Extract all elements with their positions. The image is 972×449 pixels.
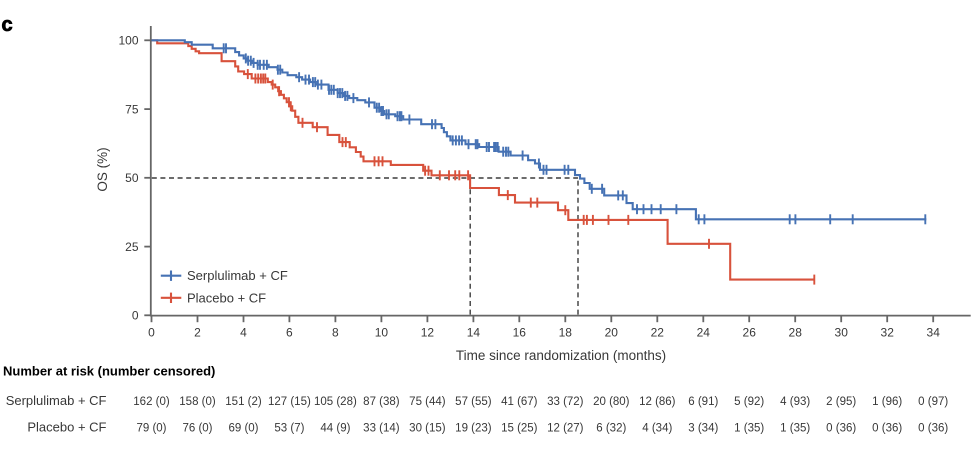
svg-text:20: 20 bbox=[605, 325, 619, 339]
svg-text:Number at risk (number censore: Number at risk (number censored) bbox=[3, 363, 215, 378]
svg-text:10: 10 bbox=[375, 325, 389, 339]
svg-text:32: 32 bbox=[881, 325, 895, 339]
svg-text:75 (44): 75 (44) bbox=[409, 396, 446, 408]
svg-text:0: 0 bbox=[148, 325, 155, 339]
svg-text:22: 22 bbox=[651, 325, 665, 339]
svg-text:69 (0): 69 (0) bbox=[228, 423, 258, 435]
svg-text:12 (86): 12 (86) bbox=[639, 396, 676, 408]
svg-text:3 (34): 3 (34) bbox=[688, 423, 718, 435]
svg-text:12: 12 bbox=[421, 325, 435, 339]
svg-text:2 (95): 2 (95) bbox=[826, 396, 856, 408]
svg-text:4 (93): 4 (93) bbox=[780, 396, 810, 408]
svg-text:Placebo + CF: Placebo + CF bbox=[187, 290, 266, 305]
svg-text:87 (38): 87 (38) bbox=[363, 396, 400, 408]
svg-text:6 (32): 6 (32) bbox=[596, 423, 626, 435]
svg-text:44 (9): 44 (9) bbox=[320, 423, 350, 435]
svg-text:33 (14): 33 (14) bbox=[363, 423, 400, 435]
svg-text:0 (97): 0 (97) bbox=[918, 396, 948, 408]
svg-text:16: 16 bbox=[513, 325, 527, 339]
svg-text:75: 75 bbox=[125, 102, 139, 116]
svg-text:0 (36): 0 (36) bbox=[826, 423, 856, 435]
svg-text:76 (0): 76 (0) bbox=[182, 423, 212, 435]
svg-text:41 (67): 41 (67) bbox=[501, 396, 538, 408]
svg-text:33 (72): 33 (72) bbox=[547, 396, 584, 408]
svg-text:20 (80): 20 (80) bbox=[593, 396, 630, 408]
svg-text:79 (0): 79 (0) bbox=[136, 423, 166, 435]
svg-text:24: 24 bbox=[697, 325, 711, 339]
svg-text:0 (36): 0 (36) bbox=[872, 423, 902, 435]
svg-text:162 (0): 162 (0) bbox=[133, 396, 170, 408]
svg-text:Serplulimab + CF: Serplulimab + CF bbox=[6, 393, 107, 408]
svg-text:Placebo + CF: Placebo + CF bbox=[27, 419, 106, 434]
svg-text:127 (15): 127 (15) bbox=[268, 396, 311, 408]
svg-text:158 (0): 158 (0) bbox=[179, 396, 216, 408]
svg-text:5 (92): 5 (92) bbox=[734, 396, 764, 408]
svg-text:0 (36): 0 (36) bbox=[918, 423, 948, 435]
svg-text:151 (2): 151 (2) bbox=[225, 396, 262, 408]
svg-text:25: 25 bbox=[125, 240, 139, 254]
svg-text:30 (15): 30 (15) bbox=[409, 423, 446, 435]
svg-text:26: 26 bbox=[743, 325, 757, 339]
svg-text:14: 14 bbox=[467, 325, 481, 339]
svg-text:34: 34 bbox=[927, 325, 941, 339]
svg-text:100: 100 bbox=[118, 34, 138, 48]
svg-text:Time since randomization (mont: Time since randomization (months) bbox=[456, 348, 666, 363]
svg-text:0: 0 bbox=[132, 309, 139, 323]
svg-text:53 (7): 53 (7) bbox=[274, 423, 304, 435]
svg-text:50: 50 bbox=[125, 171, 139, 185]
svg-text:6: 6 bbox=[286, 325, 293, 339]
svg-text:15 (25): 15 (25) bbox=[501, 423, 538, 435]
svg-text:1 (35): 1 (35) bbox=[734, 423, 764, 435]
svg-text:2: 2 bbox=[194, 325, 201, 339]
svg-text:6 (91): 6 (91) bbox=[688, 396, 718, 408]
svg-text:c: c bbox=[2, 14, 13, 36]
svg-text:1 (35): 1 (35) bbox=[780, 423, 810, 435]
svg-text:Serplulimab + CF: Serplulimab + CF bbox=[187, 268, 288, 283]
svg-text:28: 28 bbox=[789, 325, 803, 339]
svg-text:30: 30 bbox=[835, 325, 849, 339]
svg-text:1 (96): 1 (96) bbox=[872, 396, 902, 408]
svg-text:12 (27): 12 (27) bbox=[547, 423, 584, 435]
svg-text:57 (55): 57 (55) bbox=[455, 396, 492, 408]
svg-text:18: 18 bbox=[559, 325, 573, 339]
svg-text:4 (34): 4 (34) bbox=[642, 423, 672, 435]
svg-text:19 (23): 19 (23) bbox=[455, 423, 492, 435]
svg-text:8: 8 bbox=[332, 325, 339, 339]
svg-text:105 (28): 105 (28) bbox=[314, 396, 357, 408]
svg-text:4: 4 bbox=[240, 325, 247, 339]
svg-text:OS (%): OS (%) bbox=[95, 147, 110, 191]
